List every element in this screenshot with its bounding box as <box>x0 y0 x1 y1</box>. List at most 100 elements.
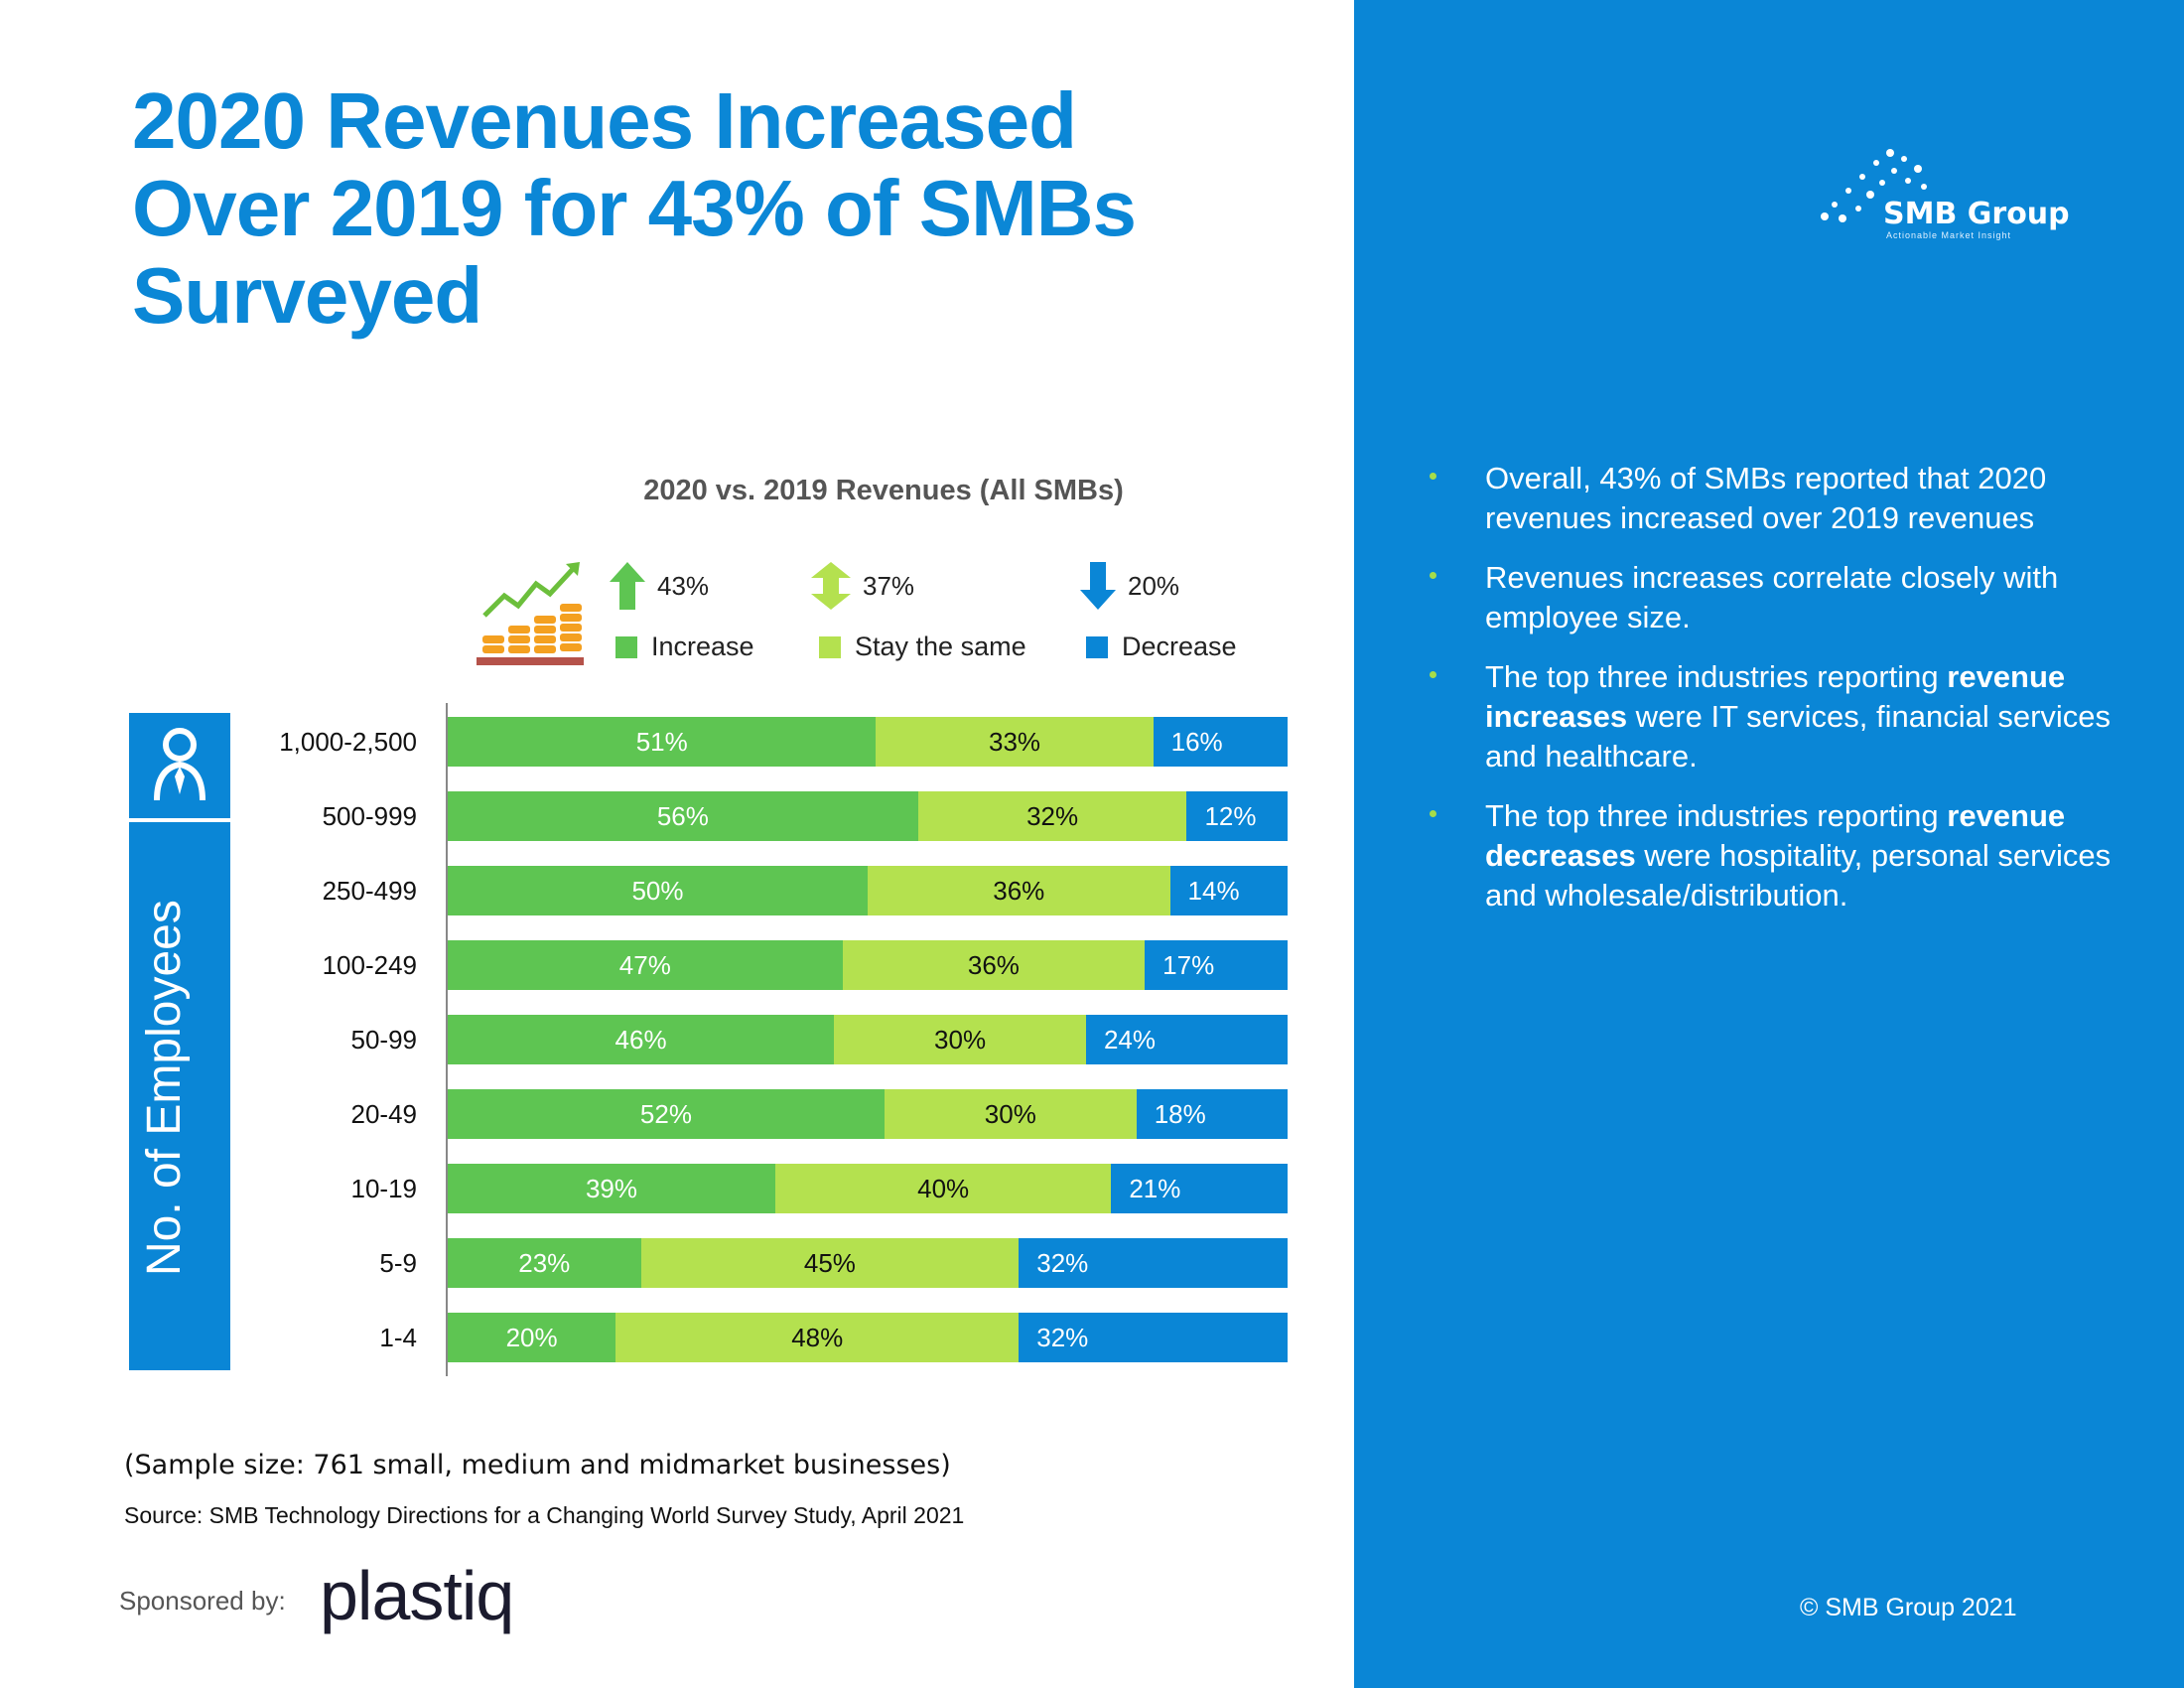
right-panel <box>1354 0 2184 1688</box>
legend-label-increase: Increase <box>651 632 754 661</box>
revenue-growth-icon <box>477 562 584 665</box>
category-label: 20-49 <box>350 1099 418 1129</box>
finding-text: Overall, 43% of SMBs reported that 2020 … <box>1485 461 2047 535</box>
stat-increase: 43% <box>610 562 709 610</box>
legend-swatch-increase <box>615 635 637 658</box>
data-label: 12% <box>1204 800 1257 831</box>
bar-segment-increase: 23% <box>448 1238 641 1288</box>
smb-group-logo-dots <box>1821 149 1927 222</box>
brand-tagline: Actionable Market Insight <box>1886 230 2012 240</box>
data-label: 32% <box>1036 1322 1089 1352</box>
category-label: 1,000-2,500 <box>279 727 417 757</box>
finding-item: Overall, 43% of SMBs reported that 2020 … <box>1430 459 2124 538</box>
data-label: 33% <box>989 726 1041 757</box>
category-label: 500-999 <box>322 801 417 831</box>
bar-row: 50% 36% 14% <box>448 866 1288 915</box>
bar-segment-same: 36% <box>842 940 1146 990</box>
page-title: 2020 Revenues Increased Over 2019 for 43… <box>132 76 1137 340</box>
sponsor-logo: plastiq <box>320 1557 514 1634</box>
data-label: 20% <box>505 1322 558 1352</box>
stat-decrease-value: 20% <box>1128 570 1180 601</box>
employees-axis-box <box>129 713 230 1370</box>
stat-same: 37% <box>811 562 914 610</box>
bar-segment-increase: 47% <box>448 940 843 990</box>
data-label: 30% <box>984 1098 1036 1129</box>
data-label: 36% <box>967 949 1020 980</box>
data-label: 17% <box>1162 949 1215 980</box>
legend-decrease: Decrease <box>1086 632 1237 662</box>
data-label: 46% <box>614 1024 667 1055</box>
category-label: 100-249 <box>322 950 417 980</box>
data-label: 50% <box>631 875 684 906</box>
bar-segment-increase: 50% <box>448 866 868 915</box>
employees-box-divider <box>129 818 230 822</box>
legend-swatch-decrease <box>1086 635 1108 658</box>
sponsored-label: Sponsored by: <box>119 1586 286 1616</box>
finding-text: Revenues increases correlate closely wit… <box>1485 560 2059 634</box>
data-label: 45% <box>803 1247 856 1278</box>
data-label: 21% <box>1129 1173 1181 1203</box>
bar-row: 39% 40% 21% <box>448 1164 1288 1213</box>
employees-axis-label: No. of Employees <box>138 900 191 1276</box>
data-label: 36% <box>993 875 1045 906</box>
category-label: 5-9 <box>379 1248 417 1278</box>
category-axis-line <box>446 703 448 1376</box>
bullet-dot-icon <box>1430 572 1436 579</box>
data-label: 14% <box>1187 875 1240 906</box>
bar-segment-increase: 46% <box>448 1015 835 1064</box>
legend-label-decrease: Decrease <box>1122 632 1237 661</box>
data-label: 24% <box>1103 1024 1156 1055</box>
finding-text-bold: revenue decreases <box>1485 798 2066 873</box>
legend-label-same: Stay the same <box>855 632 1026 661</box>
bar-segment-increase: 51% <box>448 717 877 767</box>
bar-segment-decrease: 21% <box>1111 1164 1288 1213</box>
finding-text-bold: revenue increases <box>1485 659 2066 734</box>
bar-row: 51% 33% 16% <box>448 717 1288 767</box>
bar-segment-decrease: 18% <box>1136 1089 1288 1139</box>
data-label: 52% <box>639 1098 692 1129</box>
finding-item: Revenues increases correlate closely wit… <box>1430 558 2124 637</box>
copyright: © SMB Group 2021 <box>1800 1594 2017 1621</box>
legend-swatch-same <box>819 635 841 658</box>
bar-segment-increase: 56% <box>448 791 918 841</box>
person-icon <box>154 728 205 801</box>
bar-row: 47% 36% 17% <box>448 940 1288 990</box>
bar-row: 23% 45% 32% <box>448 1238 1288 1288</box>
bar-row: 46% 30% 24% <box>448 1015 1288 1064</box>
bar-segment-decrease: 16% <box>1153 717 1288 767</box>
data-label: 39% <box>585 1173 637 1203</box>
chart-title: 2020 vs. 2019 Revenues (All SMBs) <box>643 475 1124 506</box>
data-label: 16% <box>1170 726 1223 757</box>
bar-segment-same: 40% <box>774 1164 1112 1213</box>
bar-row: 52% 30% 18% <box>448 1089 1288 1139</box>
data-label: 48% <box>791 1322 844 1352</box>
data-label: 56% <box>656 800 709 831</box>
category-label: 1-4 <box>379 1323 417 1352</box>
bullet-dot-icon <box>1430 810 1436 817</box>
bar-segment-decrease: 32% <box>1019 1313 1288 1362</box>
legend-increase: Increase <box>615 632 754 662</box>
sample-size-note: (Sample size: 761 small, medium and midm… <box>124 1450 951 1480</box>
category-label: 10-19 <box>350 1174 418 1203</box>
stat-increase-value: 43% <box>657 570 710 601</box>
bar-segment-same: 30% <box>834 1015 1086 1064</box>
data-label: 30% <box>934 1024 987 1055</box>
finding-text: The top three industries reporting <box>1485 798 1948 833</box>
finding-text: The top three industries reporting <box>1485 659 1948 694</box>
category-label: 250-499 <box>322 876 417 906</box>
bullet-dot-icon <box>1430 473 1436 480</box>
data-label: 32% <box>1026 800 1079 831</box>
bar-segment-same: 32% <box>917 791 1187 841</box>
data-label: 47% <box>618 949 671 980</box>
bar-segment-increase: 39% <box>448 1164 775 1213</box>
key-findings-list: Overall, 43% of SMBs reported that 2020 … <box>1430 459 2124 935</box>
bar-row: 20% 48% 32% <box>448 1313 1288 1362</box>
bar-segment-same: 33% <box>876 717 1154 767</box>
bar-segment-same: 30% <box>884 1089 1137 1139</box>
bar-segment-same: 48% <box>615 1313 1020 1362</box>
legend-same: Stay the same <box>819 632 1026 662</box>
data-label: 18% <box>1154 1098 1206 1129</box>
bar-segment-same: 45% <box>640 1238 1020 1288</box>
bar-segment-decrease: 24% <box>1085 1015 1288 1064</box>
stat-decrease: 20% <box>1080 562 1179 610</box>
